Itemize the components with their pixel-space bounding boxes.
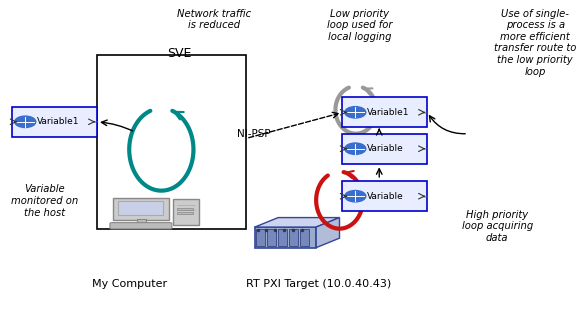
Text: "“: "“ xyxy=(15,121,22,126)
Text: Variable: Variable xyxy=(367,192,404,201)
Bar xyxy=(289,229,298,246)
Text: High priority
loop acquiring
data: High priority loop acquiring data xyxy=(462,210,533,243)
Bar xyxy=(342,134,427,164)
Text: Use of single-
process is a
more efficient
transfer route to
the low priority
lo: Use of single- process is a more efficie… xyxy=(494,9,576,77)
Text: "”: "” xyxy=(422,195,429,201)
Bar xyxy=(267,229,276,246)
FancyBboxPatch shape xyxy=(113,197,169,220)
Circle shape xyxy=(345,143,366,155)
Polygon shape xyxy=(316,218,339,248)
Text: RT PXI Target (10.0.40.43): RT PXI Target (10.0.40.43) xyxy=(246,279,392,289)
Bar xyxy=(97,54,246,229)
Bar xyxy=(177,212,193,214)
FancyBboxPatch shape xyxy=(255,227,316,248)
Text: Network traffic
is reduced: Network traffic is reduced xyxy=(177,9,251,30)
Circle shape xyxy=(15,116,36,128)
Text: "”: "” xyxy=(92,121,99,126)
Bar xyxy=(137,218,146,225)
Bar xyxy=(342,97,427,127)
Text: My Computer: My Computer xyxy=(92,279,167,289)
FancyBboxPatch shape xyxy=(118,201,163,215)
Text: NI-PSP: NI-PSP xyxy=(238,129,271,139)
FancyBboxPatch shape xyxy=(173,199,199,225)
Text: "“: "“ xyxy=(345,147,352,153)
FancyBboxPatch shape xyxy=(110,223,172,229)
Text: "”: "” xyxy=(422,147,429,153)
Bar xyxy=(300,229,309,246)
Text: "“: "“ xyxy=(345,111,352,117)
Circle shape xyxy=(345,107,366,118)
Text: "“: "“ xyxy=(345,195,352,201)
Text: Variable1: Variable1 xyxy=(37,117,79,126)
Text: Variable
monitored on
the host: Variable monitored on the host xyxy=(11,184,78,218)
Bar xyxy=(256,229,265,246)
Polygon shape xyxy=(255,218,339,227)
Text: SVE: SVE xyxy=(166,47,191,59)
Text: "”: "” xyxy=(422,111,429,117)
Bar xyxy=(342,181,427,211)
Bar xyxy=(177,208,193,210)
Text: Variable: Variable xyxy=(367,144,404,153)
Circle shape xyxy=(345,190,366,202)
Bar xyxy=(278,229,287,246)
Text: Variable1: Variable1 xyxy=(367,108,409,117)
Text: Low priority
loop used for
local logging: Low priority loop used for local logging xyxy=(327,9,393,42)
Bar xyxy=(12,107,97,137)
